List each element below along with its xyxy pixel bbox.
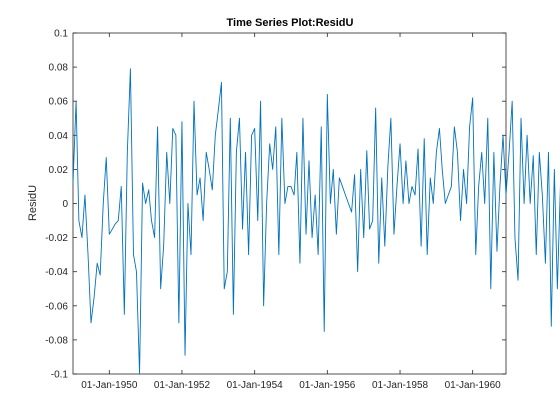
y-tick-label: -0.04 (45, 267, 68, 278)
chart-title: Time Series Plot:ResidU (227, 17, 354, 29)
y-tick-label: -0.08 (45, 335, 68, 346)
y-tick-label: 0.04 (49, 131, 69, 142)
y-tick-label: 0.08 (49, 63, 69, 74)
x-tick-label: 01-Jan-1954 (227, 380, 284, 391)
y-tick-label: 0 (62, 199, 68, 210)
plot-area (72, 32, 507, 375)
x-tick-label: 01-Jan-1956 (299, 380, 356, 391)
x-axis-ticks: 01-Jan-1950 01-Jan-1952 01-Jan-1954 01-Jan-… (81, 33, 501, 391)
y-tick-label: 0.06 (49, 97, 69, 108)
x-tick-label: 01-Jan-1960 (445, 380, 502, 391)
y-tick-label: 0.02 (49, 165, 69, 176)
x-tick-label: 01-Jan-1958 (372, 380, 429, 391)
x-tick-label: 01-Jan-1950 (81, 380, 138, 391)
residu-series-line (72, 68, 560, 375)
y-tick-label: 0.1 (54, 29, 68, 40)
y-tick-label: -0.1 (51, 370, 69, 381)
y-axis-ticks: -0.1 -0.08 -0.06 -0.04 -0.02 0 0.02 0.04 0.06 0.0… (45, 29, 506, 381)
y-tick-label: -0.02 (45, 233, 68, 244)
y-tick-label: -0.06 (45, 301, 68, 312)
x-tick-label: 01-Jan-1952 (154, 380, 211, 391)
y-axis-label: ResidU (27, 185, 39, 221)
